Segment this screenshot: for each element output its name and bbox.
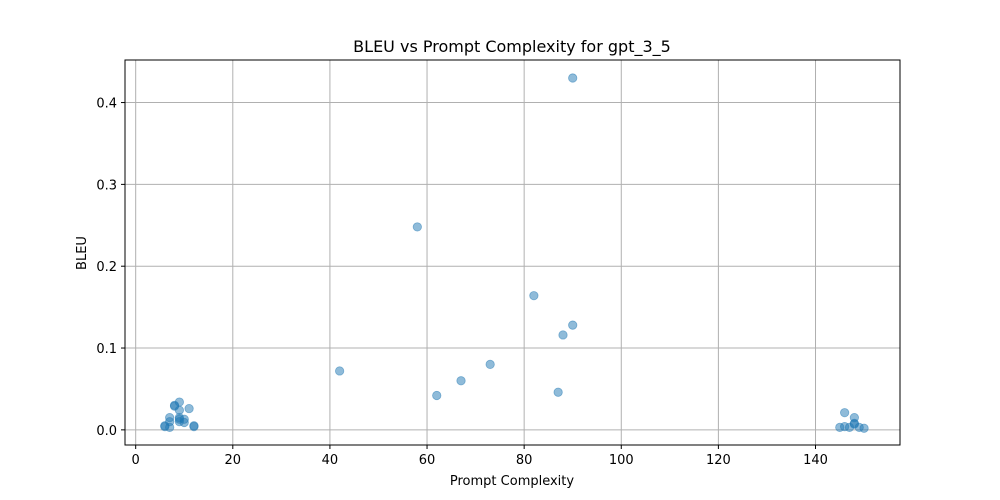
axis-ticks: 0 20 40 60 80 100 120 140 0.0 0.1 0.2 0.3 0.4 bbox=[96, 97, 828, 468]
scatter-point bbox=[174, 397, 184, 407]
data-points bbox=[160, 73, 869, 433]
x-axis-label: Prompt Complexity bbox=[450, 474, 574, 489]
scatter-point bbox=[840, 408, 850, 418]
scatter-point bbox=[529, 291, 539, 301]
scatter-point bbox=[568, 320, 578, 330]
x-tick-label: 20 bbox=[225, 453, 242, 468]
y-tick-label: 0.3 bbox=[96, 178, 117, 193]
scatter-point bbox=[335, 366, 345, 376]
scatter-point bbox=[558, 330, 568, 340]
scatter-point bbox=[184, 403, 194, 414]
y-axis-label: BLEU bbox=[75, 236, 90, 270]
scatter-point bbox=[179, 414, 189, 424]
x-tick-label: 0 bbox=[132, 453, 140, 468]
scatter-point bbox=[456, 376, 466, 386]
scatter-point bbox=[859, 423, 869, 433]
scatter-point bbox=[568, 73, 578, 83]
scatter-point bbox=[412, 222, 422, 232]
y-tick-label: 0.0 bbox=[96, 424, 117, 439]
scatter-point bbox=[189, 421, 199, 431]
x-tick-label: 140 bbox=[803, 453, 828, 468]
grid-lines bbox=[125, 60, 900, 445]
y-tick-label: 0.2 bbox=[96, 260, 117, 275]
scatter-point bbox=[553, 387, 563, 397]
plot-frame bbox=[124, 59, 901, 446]
scatter-point bbox=[174, 405, 184, 415]
x-tick-label: 80 bbox=[516, 453, 533, 468]
x-tick-label: 60 bbox=[419, 453, 436, 468]
y-tick-label: 0.4 bbox=[96, 97, 117, 112]
scatter-point bbox=[432, 390, 442, 401]
x-tick-label: 40 bbox=[322, 453, 339, 468]
scatter-point bbox=[165, 412, 175, 423]
x-tick-label: 100 bbox=[609, 453, 634, 468]
y-tick-label: 0.1 bbox=[96, 342, 117, 357]
chart-title: BLEU vs Prompt Complexity for gpt_3_5 bbox=[353, 37, 671, 57]
scatter-point bbox=[485, 359, 495, 369]
x-tick-label: 120 bbox=[706, 453, 731, 468]
